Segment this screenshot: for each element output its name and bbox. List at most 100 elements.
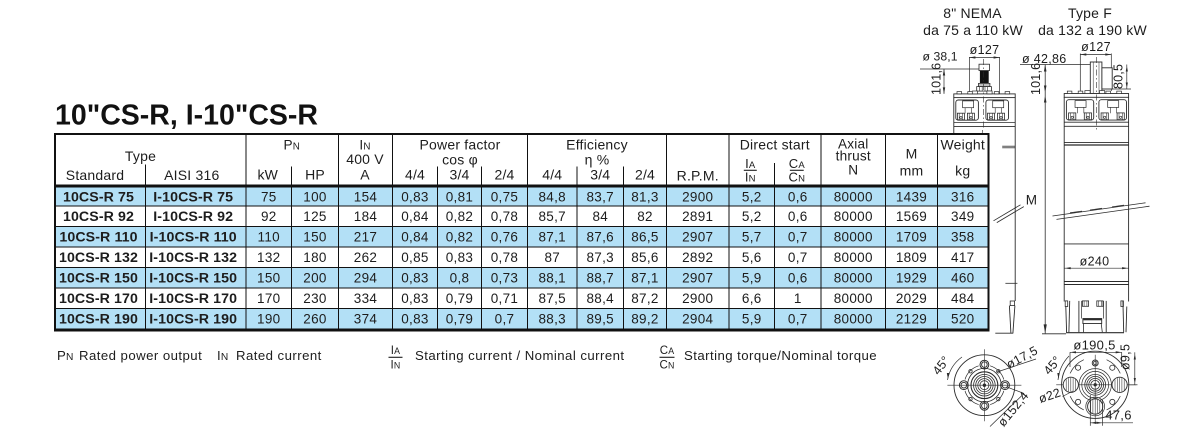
svg-text:80000: 80000 bbox=[834, 312, 873, 327]
svg-text:0,6: 0,6 bbox=[788, 209, 808, 224]
svg-text:1709: 1709 bbox=[896, 230, 927, 245]
svg-text:1809: 1809 bbox=[896, 250, 927, 265]
svg-text:CN: CN bbox=[659, 359, 674, 371]
svg-text:80000: 80000 bbox=[834, 189, 873, 204]
svg-text:100: 100 bbox=[303, 189, 326, 204]
svg-text:87,3: 87,3 bbox=[587, 250, 614, 265]
svg-text:PN: PN bbox=[284, 138, 301, 153]
svg-text:83,7: 83,7 bbox=[587, 189, 614, 204]
svg-text:ø 42,86: ø 42,86 bbox=[1022, 52, 1067, 66]
svg-text:2891: 2891 bbox=[682, 209, 713, 224]
svg-text:I-10CS-R 190: I-10CS-R 190 bbox=[149, 312, 237, 328]
svg-text:Direct start: Direct start bbox=[740, 136, 810, 152]
svg-text:400 V: 400 V bbox=[346, 151, 384, 167]
svg-text:Type F: Type F bbox=[1068, 5, 1112, 21]
svg-text:2907: 2907 bbox=[682, 230, 713, 245]
svg-text:Starting current / Nominal cur: Starting current / Nominal current bbox=[415, 348, 625, 363]
svg-text:IN: IN bbox=[359, 138, 370, 153]
svg-text:IN: IN bbox=[391, 359, 401, 371]
svg-text:2892: 2892 bbox=[682, 250, 713, 265]
svg-text:η %: η % bbox=[585, 151, 610, 167]
svg-text:CA: CA bbox=[789, 156, 806, 171]
svg-text:A: A bbox=[360, 166, 370, 182]
svg-text:80000: 80000 bbox=[834, 271, 873, 286]
svg-text:5,6: 5,6 bbox=[742, 250, 762, 265]
svg-text:Efficiency: Efficiency bbox=[566, 137, 628, 153]
svg-text:80,5: 80,5 bbox=[1112, 64, 1126, 89]
svg-text:150: 150 bbox=[303, 230, 326, 245]
svg-text:10CS-R 132: 10CS-R 132 bbox=[59, 250, 138, 266]
svg-text:80000: 80000 bbox=[834, 250, 873, 265]
svg-text:460: 460 bbox=[951, 271, 974, 286]
svg-text:316: 316 bbox=[951, 189, 974, 204]
svg-text:89,2: 89,2 bbox=[631, 312, 658, 327]
svg-text:M: M bbox=[1026, 193, 1037, 208]
svg-text:87,1: 87,1 bbox=[631, 271, 658, 286]
svg-text:8" NEMA: 8" NEMA bbox=[943, 5, 1002, 21]
svg-text:2900: 2900 bbox=[682, 291, 713, 306]
svg-text:I-10CS-R 75: I-10CS-R 75 bbox=[153, 189, 233, 205]
svg-text:AISI 316: AISI 316 bbox=[164, 167, 219, 183]
svg-text:IA: IA bbox=[745, 156, 756, 171]
svg-text:88,3: 88,3 bbox=[539, 312, 566, 327]
svg-text:80000: 80000 bbox=[834, 230, 873, 245]
svg-text:75: 75 bbox=[261, 189, 277, 204]
svg-text:5,7: 5,7 bbox=[742, 230, 762, 245]
svg-text:0,83: 0,83 bbox=[401, 271, 428, 286]
svg-text:mm: mm bbox=[900, 162, 924, 178]
svg-text:0,81: 0,81 bbox=[446, 189, 473, 204]
svg-text:ø190,5: ø190,5 bbox=[1073, 338, 1115, 353]
svg-text:190: 190 bbox=[257, 312, 280, 327]
svg-text:101,6: 101,6 bbox=[930, 63, 944, 95]
svg-text:1: 1 bbox=[794, 291, 802, 306]
svg-text:3/4: 3/4 bbox=[449, 167, 469, 183]
svg-text:ø127: ø127 bbox=[970, 43, 1000, 57]
svg-text:217: 217 bbox=[354, 230, 377, 245]
svg-text:86,5: 86,5 bbox=[631, 230, 658, 245]
svg-text:Weight: Weight bbox=[940, 136, 985, 152]
svg-text:84: 84 bbox=[592, 209, 608, 224]
svg-text:334: 334 bbox=[354, 291, 378, 306]
svg-text:0,85: 0,85 bbox=[401, 250, 428, 265]
svg-text:0,78: 0,78 bbox=[491, 209, 518, 224]
svg-text:IA: IA bbox=[391, 345, 400, 357]
svg-text:88,4: 88,4 bbox=[587, 291, 615, 306]
svg-text:Standard: Standard bbox=[66, 167, 124, 183]
svg-text:I-10CS-R 150: I-10CS-R 150 bbox=[149, 271, 237, 287]
svg-text:132: 132 bbox=[257, 250, 280, 265]
svg-text:0,76: 0,76 bbox=[491, 230, 518, 245]
svg-text:92: 92 bbox=[261, 209, 277, 224]
svg-text:82: 82 bbox=[637, 209, 653, 224]
svg-text:154: 154 bbox=[354, 189, 378, 204]
svg-text:N: N bbox=[848, 162, 858, 177]
svg-text:Rated current: Rated current bbox=[236, 348, 322, 363]
svg-text:180: 180 bbox=[303, 250, 326, 265]
svg-text:ø17,5: ø17,5 bbox=[1004, 343, 1040, 371]
svg-text:5,9: 5,9 bbox=[742, 312, 762, 327]
svg-text:0,6: 0,6 bbox=[788, 271, 808, 286]
svg-text:Axial: Axial bbox=[838, 137, 868, 152]
svg-text:10CS-R 150: 10CS-R 150 bbox=[59, 271, 138, 287]
svg-text:80000: 80000 bbox=[834, 209, 873, 224]
svg-text:0,82: 0,82 bbox=[446, 230, 473, 245]
svg-text:0,71: 0,71 bbox=[491, 291, 518, 306]
svg-text:0,8: 0,8 bbox=[450, 271, 470, 286]
svg-text:0,79: 0,79 bbox=[446, 291, 473, 306]
svg-text:Type: Type bbox=[125, 148, 156, 164]
svg-text:0,6: 0,6 bbox=[788, 189, 808, 204]
svg-text:10"CS-R, I-10"CS-R: 10"CS-R, I-10"CS-R bbox=[55, 99, 318, 131]
svg-text:2904: 2904 bbox=[682, 312, 713, 327]
svg-text:HP: HP bbox=[305, 167, 325, 183]
svg-text:4/4: 4/4 bbox=[542, 167, 562, 183]
svg-text:2907: 2907 bbox=[682, 271, 713, 286]
svg-text:358: 358 bbox=[951, 230, 974, 245]
svg-text:5,9: 5,9 bbox=[742, 271, 762, 286]
svg-text:0,7: 0,7 bbox=[495, 312, 515, 327]
svg-text:85,6: 85,6 bbox=[631, 250, 658, 265]
svg-text:ø240: ø240 bbox=[1080, 255, 1110, 269]
svg-text:101,6: 101,6 bbox=[1029, 63, 1043, 95]
svg-text:2/4: 2/4 bbox=[635, 167, 655, 183]
svg-text:Power factor: Power factor bbox=[420, 137, 501, 153]
svg-text:da 132 a 190 kW: da 132 a 190 kW bbox=[1038, 22, 1147, 38]
svg-text:349: 349 bbox=[951, 209, 974, 224]
